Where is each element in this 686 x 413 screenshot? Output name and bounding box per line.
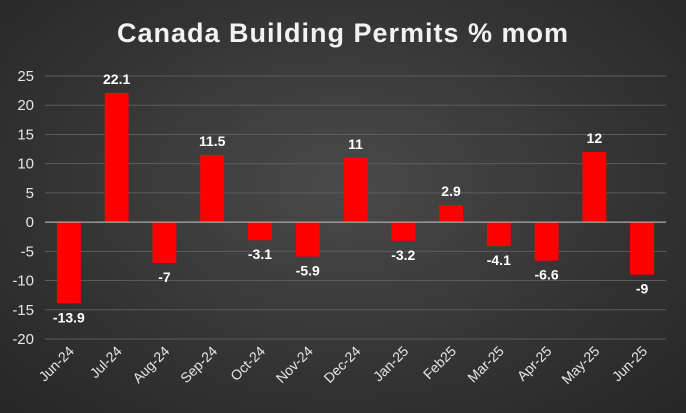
data-label: -9: [636, 281, 649, 297]
y-tick-label: 0: [26, 214, 34, 231]
x-tick-label: Nov-24: [273, 343, 316, 386]
x-tick-label: Oct-24: [227, 343, 268, 384]
x-tick-label: Feb25: [420, 343, 460, 383]
data-label: -5.9: [296, 263, 320, 279]
bars: [56, 92, 655, 304]
data-label: 22.1: [103, 71, 130, 87]
x-tick-label: Aug-24: [129, 343, 172, 386]
bar-jun-25: [630, 222, 655, 275]
data-labels: -13.9 22.1 -7 11.5 -3.1 -5.9 11 -3.2 2.9 -4.1 -6.6…: [53, 71, 649, 325]
data-label: 11.5: [199, 133, 226, 149]
x-tick-label: Jul-24: [86, 343, 124, 381]
bar-apr-25: [534, 222, 559, 261]
x-tick-label: Sep-24: [177, 343, 220, 386]
bar-mar-25: [486, 222, 511, 247]
data-label: -7: [158, 269, 171, 285]
y-tick-label: -10: [12, 273, 34, 290]
x-tick-label: Jun-25: [609, 343, 651, 385]
y-tick-label: 5: [26, 185, 34, 202]
bar-sep-24: [200, 154, 225, 223]
bar-jan-25: [391, 222, 416, 241]
data-label: 12: [587, 130, 603, 146]
bar-aug-24: [152, 222, 177, 264]
y-tick-label: 15: [17, 126, 34, 143]
data-label: -13.9: [53, 309, 85, 325]
y-tick-label: -20: [12, 331, 34, 348]
y-tick-label: 10: [17, 156, 34, 173]
bar-feb25: [439, 205, 463, 223]
x-tick-label: Apr-25: [514, 343, 555, 384]
x-tick-label: Jun-24: [35, 343, 77, 385]
y-tick-label: -15: [12, 302, 34, 319]
data-label: -4.1: [487, 252, 511, 268]
data-label: -3.1: [248, 246, 272, 262]
x-tick-label: May-25: [558, 343, 602, 387]
bar-nov-24: [295, 222, 320, 257]
data-label: 11: [348, 136, 363, 152]
bar-oct-24: [248, 222, 272, 241]
x-axis: Jun-24 Jul-24 Aug-24 Sep-24 Oct-24 Nov-24 Dec-…: [35, 343, 650, 387]
bar-jun-24: [56, 222, 81, 304]
y-tick-label: 20: [17, 97, 34, 114]
chart-title: Canada Building Permits % mom: [116, 18, 570, 48]
y-axis: 25 20 15 10 5 0 -5 -10 -15 -20: [12, 68, 34, 348]
data-label: -3.2: [391, 247, 415, 263]
x-tick-label: Mar-25: [464, 343, 507, 386]
data-label: -6.6: [535, 267, 559, 283]
bar-may-25: [582, 151, 607, 223]
y-tick-label: 25: [17, 68, 34, 85]
bar-jul-24: [104, 92, 129, 223]
x-tick-label: Dec-24: [320, 343, 363, 386]
data-label: 2.9: [441, 183, 461, 199]
bar-dec-24: [343, 157, 368, 223]
x-tick-label: Jan-25: [370, 343, 412, 385]
y-tick-label: -5: [21, 243, 34, 260]
